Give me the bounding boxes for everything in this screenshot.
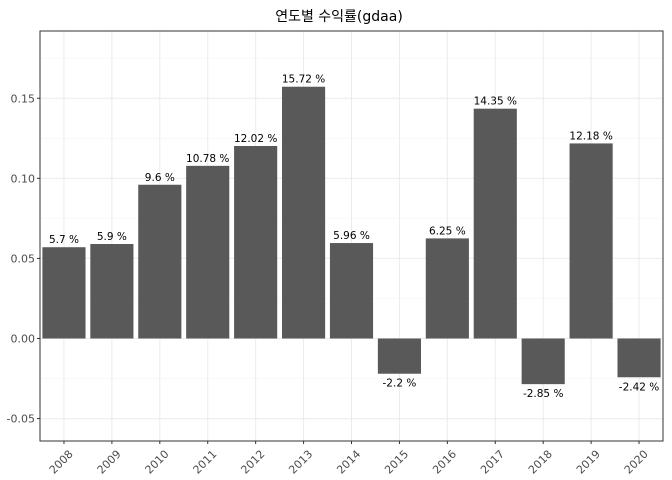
data-label-2008: 5.7 % — [49, 234, 79, 246]
y-tick-label: 0.10 — [11, 172, 36, 185]
x-tick-label-2014: 2014 — [334, 448, 363, 477]
y-tick-label: 0.00 — [11, 333, 36, 346]
y-tick-label: 0.15 — [11, 92, 36, 105]
x-tick-label-2019: 2019 — [574, 448, 603, 477]
y-tick-label: -0.05 — [7, 413, 35, 426]
bar-2015 — [377, 338, 421, 374]
bar-2016 — [425, 238, 469, 339]
y-axis: -0.05 0.00 0.05 0.10 0.15 — [7, 92, 40, 426]
bar-2010 — [138, 184, 182, 339]
bar-2020 — [617, 338, 661, 378]
x-tick-label-2008: 2008 — [47, 448, 76, 477]
x-tick-label-2010: 2010 — [143, 448, 172, 477]
bar-2017 — [473, 108, 517, 339]
data-label-2013: 15.72 % — [282, 74, 325, 86]
bar-2009 — [90, 244, 134, 339]
data-label-2009: 5.9 % — [97, 231, 127, 243]
data-label-2020: -2.42 % — [619, 381, 660, 393]
data-label-2017: 14.35 % — [474, 96, 517, 108]
data-labels: 5.7 % 5.9 % 9.6 % 10.78 % 12.02 % 15.72 % 5.96… — [49, 74, 659, 400]
x-tick-label-2017: 2017 — [478, 448, 507, 477]
data-label-2014: 5.96 % — [333, 230, 370, 242]
x-tick-label-2012: 2012 — [238, 448, 267, 477]
bar-2018 — [521, 338, 565, 385]
x-tick-label-2009: 2009 — [95, 448, 124, 477]
data-label-2018: -2.85 % — [523, 388, 564, 400]
x-tick-label-2016: 2016 — [430, 448, 459, 477]
x-tick-label-2018: 2018 — [526, 448, 555, 477]
x-tick-label-2015: 2015 — [382, 448, 411, 477]
x-axis: 2008 2009 2010 2011 2012 2013 2014 2015 2016 2017… — [47, 441, 651, 477]
bar-2019 — [569, 143, 613, 339]
bar-2011 — [186, 165, 230, 339]
data-label-2019: 12.18 % — [569, 130, 612, 142]
data-label-2016: 6.25 % — [429, 225, 466, 237]
x-tick-label-2013: 2013 — [286, 448, 315, 477]
bar-2014 — [329, 243, 374, 339]
chart-title: 연도별 수익률(gdaa) — [275, 9, 403, 25]
data-label-2015: -2.2 % — [383, 378, 417, 390]
data-label-2012: 12.02 % — [234, 133, 277, 145]
bars — [42, 86, 661, 385]
data-label-2010: 9.6 % — [145, 172, 175, 184]
y-tick-label: 0.05 — [11, 252, 36, 265]
x-tick-label-2011: 2011 — [191, 448, 220, 477]
bar-2012 — [234, 145, 278, 339]
bar-2013 — [282, 86, 326, 339]
data-label-2011: 10.78 % — [186, 153, 229, 165]
bar-2008 — [42, 247, 86, 339]
x-tick-label-2020: 2020 — [622, 448, 651, 477]
